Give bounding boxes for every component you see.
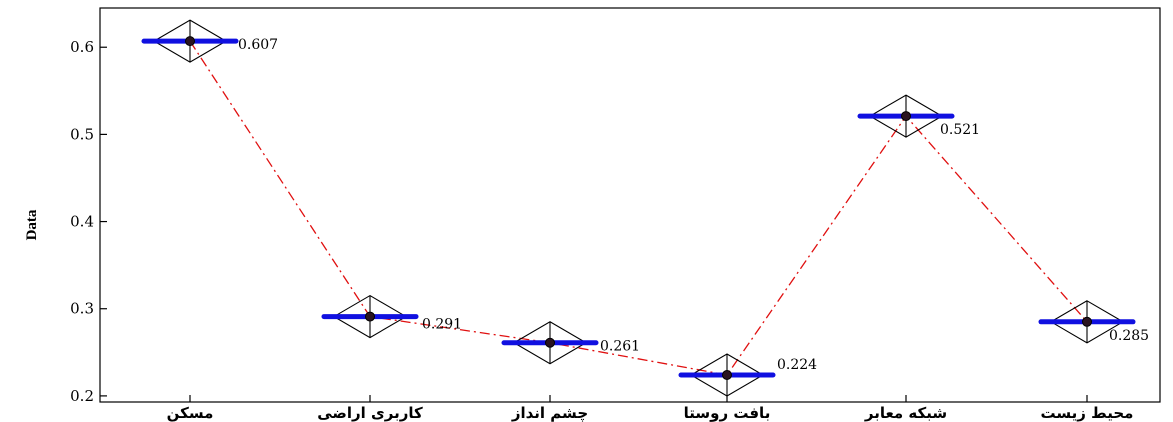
marker-dot [185,36,195,47]
y-tick-label: 0.3 [70,300,94,318]
x-tick-label: کاربری اراضی [317,404,423,422]
x-axis: مسکن کاربری اراضی چشم انداز بافت روستا شبکه … [167,395,1134,422]
x-tick-label: شبکه معابر [864,404,947,422]
y-tick-label: 0.5 [70,125,94,143]
y-tick-label: 0.6 [70,38,94,56]
data-label: 0.224 [777,357,817,373]
marker-dot [1082,316,1092,327]
data-label: 0.285 [1109,328,1149,344]
y-tick-label: 0.4 [70,213,94,231]
data-point-marker [141,19,239,63]
data-point-marker [321,294,419,339]
data-point-marker [1038,300,1136,344]
x-tick-label: مسکن [167,404,214,422]
data-label: 0.291 [422,317,462,333]
x-tick-label: چشم انداز [511,404,588,422]
y-axis-title: Data [24,209,40,240]
data-point-marker [501,321,599,365]
data-point-marker [857,94,955,138]
y-tick-label: 0.2 [70,387,94,405]
data-label: 0.521 [940,122,980,138]
data-label: 0.607 [238,37,278,53]
marker-group [141,19,1136,397]
plot-frame [99,7,1161,403]
series-line [189,40,1088,376]
marker-dot [545,337,555,348]
marker-dot [365,311,375,322]
data-label: 0.261 [600,339,640,355]
marker-dot [722,369,732,380]
series-line-group [189,40,1088,376]
marker-dot [901,111,911,122]
data-point-marker [678,353,776,397]
y-axis: 0.2 0.3 0.4 0.5 0.6 [70,38,107,405]
data-label-group: 0.607 0.291 0.261 0.224 0.521 0.285 [238,37,1149,373]
x-tick-label: بافت روستا [684,404,771,422]
x-tick-label: محیط زیست [1041,404,1134,422]
